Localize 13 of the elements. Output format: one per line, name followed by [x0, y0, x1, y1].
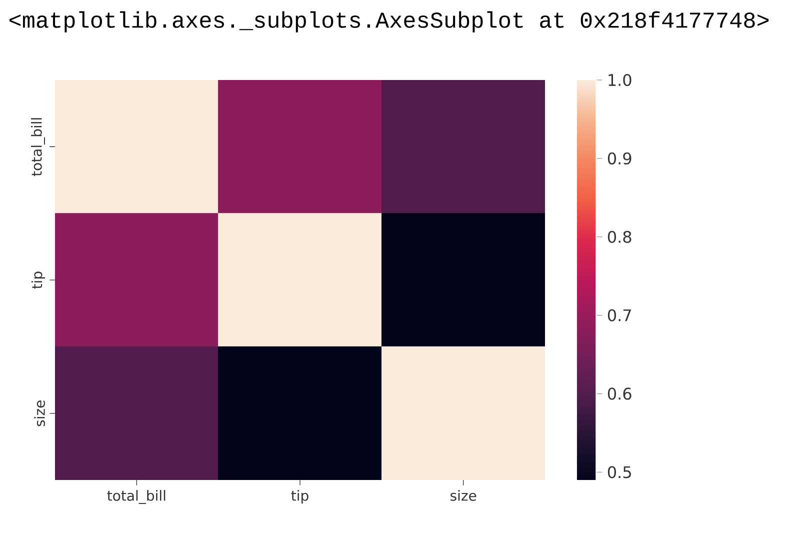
color-bar-label: 0.5 — [608, 466, 631, 478]
x-tick-label: total_bill — [107, 490, 166, 504]
color-bar-label: 0.6 — [608, 388, 632, 400]
color-bar-label: 0.8 — [608, 230, 632, 243]
color-bar-label: 0.7 — [608, 309, 631, 322]
text: <matplotlib.axes._subplots.AxesSubplot at 0x218f4177748> — [10, 11, 769, 32]
color-bar-label: 0.9 — [608, 152, 632, 164]
y-tick-label: size — [34, 400, 45, 426]
y-tick-label: total_bill — [31, 118, 45, 176]
x-tick-label: tip — [291, 490, 308, 504]
color-bar-label: 1.0 — [608, 74, 632, 86]
x-tick-label: size — [450, 490, 476, 501]
y-tick-label: tip — [31, 272, 45, 289]
